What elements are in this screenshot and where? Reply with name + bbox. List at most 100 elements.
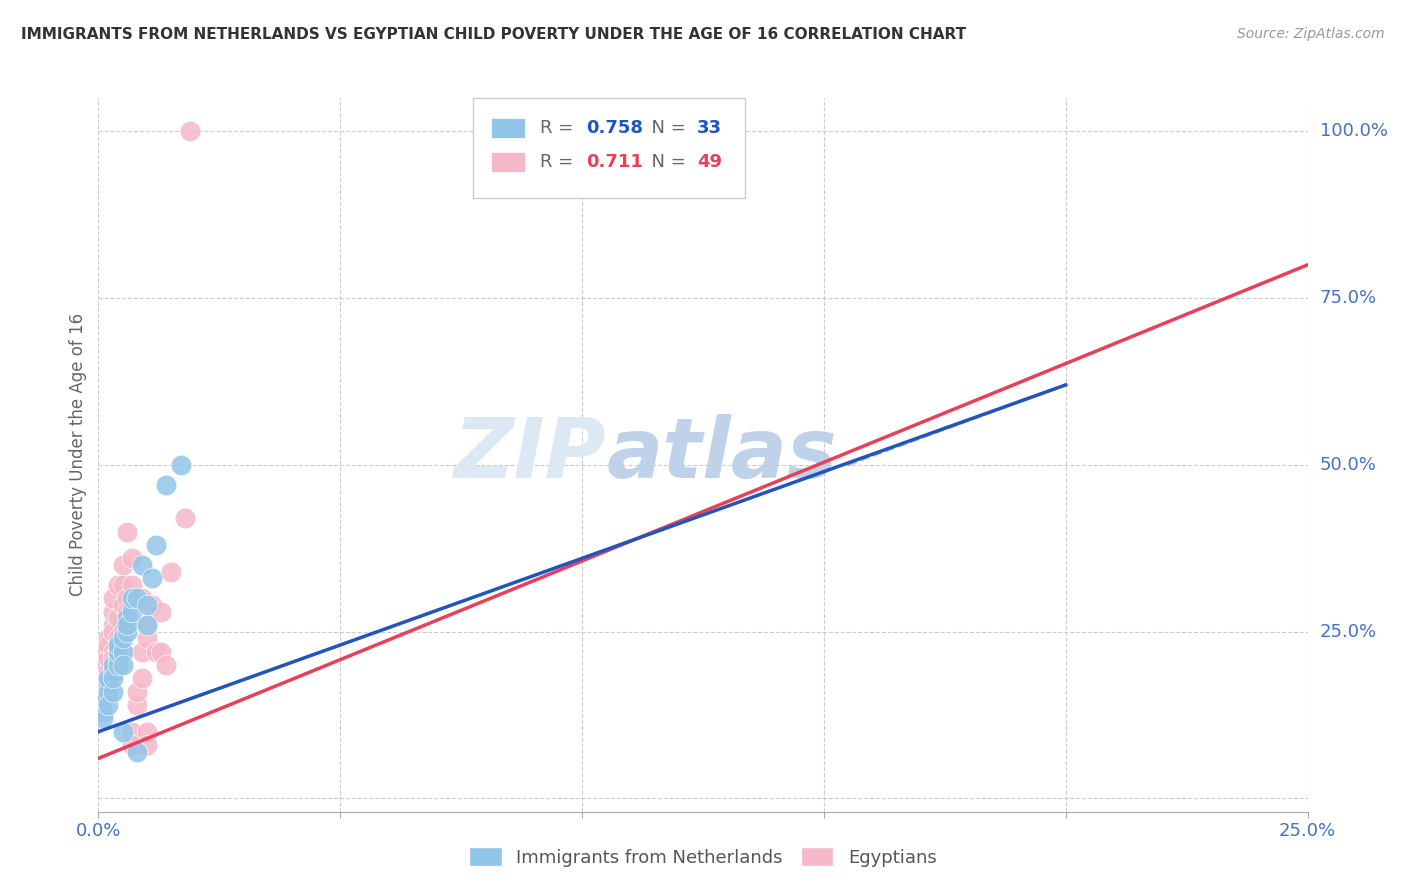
Point	[155, 658, 177, 673]
Point	[131, 558, 153, 572]
Point	[135, 618, 157, 632]
Point	[101, 665, 124, 679]
Point	[169, 458, 191, 472]
Point	[97, 671, 120, 685]
Point	[111, 645, 134, 659]
Text: 33: 33	[697, 120, 721, 137]
Point	[97, 665, 120, 679]
Point	[111, 658, 134, 673]
Point	[91, 684, 114, 698]
FancyBboxPatch shape	[492, 118, 526, 138]
Point	[107, 658, 129, 673]
Point	[101, 658, 124, 673]
Point	[135, 724, 157, 739]
Point	[111, 578, 134, 592]
Point	[135, 618, 157, 632]
Text: N =: N =	[640, 153, 692, 171]
Point	[131, 671, 153, 685]
Point	[121, 591, 143, 606]
Text: 0.758: 0.758	[586, 120, 643, 137]
Point	[155, 478, 177, 492]
Point	[107, 611, 129, 625]
Point	[179, 124, 201, 138]
Point	[117, 611, 139, 625]
Point	[107, 658, 129, 673]
Y-axis label: Child Poverty Under the Age of 16: Child Poverty Under the Age of 16	[69, 313, 87, 597]
Point	[101, 651, 124, 665]
Point	[135, 632, 157, 646]
Point	[111, 624, 134, 639]
Point	[107, 645, 129, 659]
Point	[117, 605, 139, 619]
Point	[121, 551, 143, 566]
Point	[150, 645, 173, 659]
Legend: Immigrants from Netherlands, Egyptians: Immigrants from Netherlands, Egyptians	[463, 840, 943, 874]
Point	[131, 645, 153, 659]
Point	[91, 671, 114, 685]
Text: 75.0%: 75.0%	[1320, 289, 1376, 307]
Point	[97, 651, 120, 665]
Point	[127, 591, 149, 606]
Point	[97, 678, 120, 692]
Point	[107, 632, 129, 646]
Point	[117, 624, 139, 639]
Point	[117, 591, 139, 606]
Point	[101, 684, 124, 698]
Point	[97, 684, 120, 698]
Point	[174, 511, 197, 525]
Point	[97, 678, 120, 692]
Point	[117, 618, 139, 632]
Text: 25.0%: 25.0%	[1320, 623, 1376, 640]
Point	[101, 591, 124, 606]
Point	[101, 605, 124, 619]
Text: atlas: atlas	[606, 415, 837, 495]
Point	[101, 645, 124, 659]
Point	[111, 724, 134, 739]
Point	[160, 565, 183, 579]
Point	[101, 671, 124, 685]
Point	[107, 651, 129, 665]
Point	[121, 605, 143, 619]
FancyBboxPatch shape	[492, 153, 526, 172]
Text: R =: R =	[540, 153, 585, 171]
Point	[145, 538, 167, 552]
Point	[91, 645, 114, 659]
Point	[97, 638, 120, 652]
Point	[107, 645, 129, 659]
Point	[131, 591, 153, 606]
Point	[107, 578, 129, 592]
Point	[91, 691, 114, 706]
Text: 100.0%: 100.0%	[1320, 122, 1388, 140]
Text: N =: N =	[640, 120, 692, 137]
Point	[101, 624, 124, 639]
Text: 49: 49	[697, 153, 721, 171]
Point	[111, 632, 134, 646]
Point	[91, 711, 114, 725]
Point	[141, 598, 163, 612]
Text: IMMIGRANTS FROM NETHERLANDS VS EGYPTIAN CHILD POVERTY UNDER THE AGE OF 16 CORREL: IMMIGRANTS FROM NETHERLANDS VS EGYPTIAN …	[21, 27, 966, 42]
Point	[127, 684, 149, 698]
Point	[121, 738, 143, 752]
Point	[107, 638, 129, 652]
Text: 0.711: 0.711	[586, 153, 643, 171]
Point	[127, 698, 149, 712]
Point	[117, 524, 139, 539]
Point	[135, 598, 157, 612]
Point	[91, 658, 114, 673]
Point	[97, 698, 120, 712]
Point	[150, 605, 173, 619]
Text: R =: R =	[540, 120, 579, 137]
Text: 50.0%: 50.0%	[1320, 456, 1376, 474]
Point	[141, 571, 163, 585]
Point	[135, 738, 157, 752]
Text: ZIP: ZIP	[454, 415, 606, 495]
Point	[111, 558, 134, 572]
Point	[145, 645, 167, 659]
Point	[111, 645, 134, 659]
Point	[121, 724, 143, 739]
Text: Source: ZipAtlas.com: Source: ZipAtlas.com	[1237, 27, 1385, 41]
Point	[127, 745, 149, 759]
Point	[121, 578, 143, 592]
Point	[97, 632, 120, 646]
FancyBboxPatch shape	[474, 98, 745, 198]
